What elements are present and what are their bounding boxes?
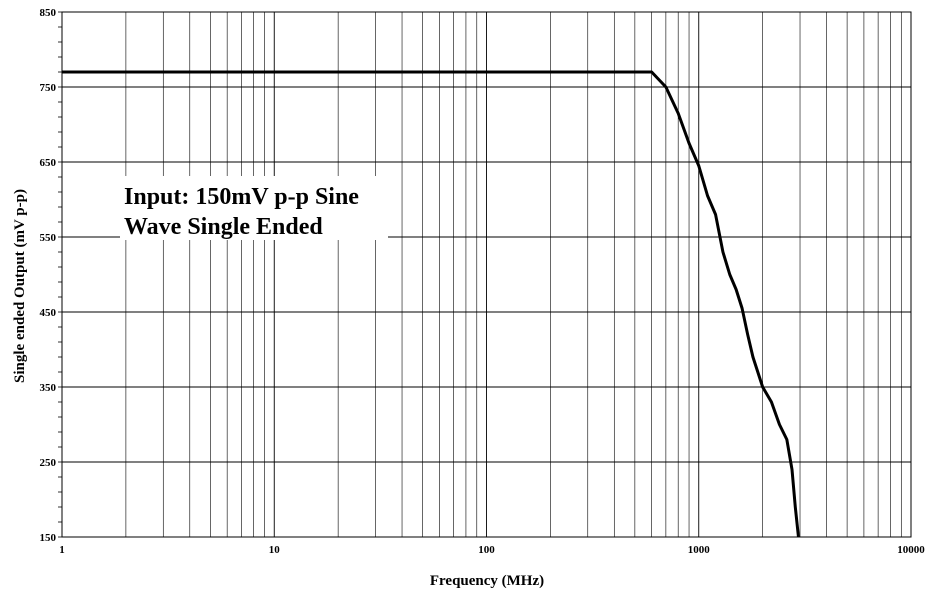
y-axis-label: Single ended Output (mV p-p) [12, 189, 28, 383]
minor-gridlines [125, 12, 902, 537]
y-tick-label: 650 [40, 157, 57, 169]
plot-area-frame [61, 11, 912, 538]
x-tick-label: 100 [478, 544, 495, 556]
x-axis-label: Frequency (MHz) [430, 573, 544, 589]
y-tick-label: 750 [40, 82, 57, 94]
annotation-line-1: Input: 150mV p-p Sine [124, 184, 359, 210]
y-tick-label: 250 [40, 457, 57, 469]
y-tick-label: 150 [40, 532, 57, 544]
x-axis-tick-labels: 1 10 100 1000 10000 [59, 544, 925, 556]
series-line [62, 70, 800, 538]
y-tick-label: 550 [40, 232, 57, 244]
major-gridlines [58, 11, 912, 538]
x-tick-label: 10000 [897, 544, 925, 556]
x-tick-label: 1000 [688, 544, 711, 556]
annotation-line-2: Wave Single Ended [124, 214, 323, 240]
y-tick-label: 450 [40, 307, 57, 319]
y-tick-label: 350 [40, 382, 57, 394]
x-tick-label: 10 [269, 544, 281, 556]
annotation-background [120, 176, 388, 240]
y-axis-tick-labels: 150 250 350 450 550 650 750 850 [40, 7, 57, 544]
x-tick-label: 1 [59, 544, 65, 556]
y-tick-label: 850 [40, 7, 57, 19]
annotation-box: Input: 150mV p-p Sine Wave Single Ended [120, 176, 388, 240]
